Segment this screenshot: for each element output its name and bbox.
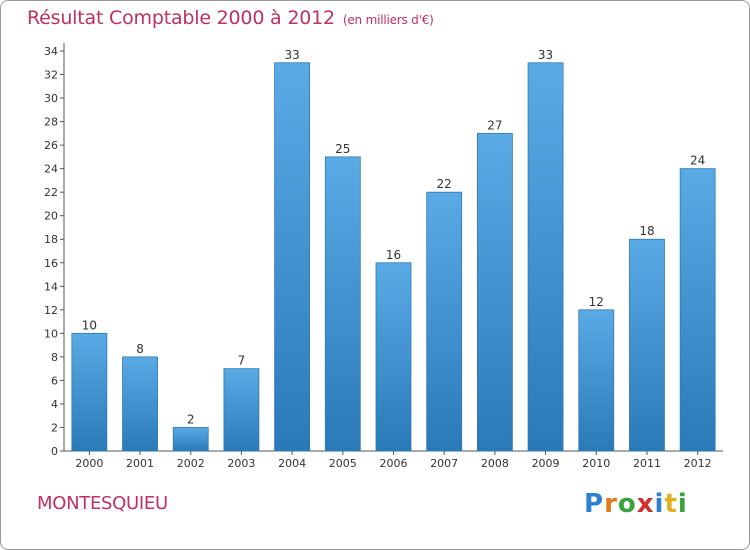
chart-title: Résultat Comptable 2000 à 2012 (en millie… [27, 7, 434, 29]
bar [223, 368, 260, 452]
bar [71, 332, 108, 452]
logo-letter: i [677, 489, 688, 519]
y-tick-label: 8 [51, 351, 58, 364]
x-tick-label: 2008 [481, 457, 509, 470]
bar [274, 62, 311, 452]
bar [122, 356, 158, 452]
bar-value-label: 7 [238, 354, 246, 368]
y-tick-label: 16 [44, 257, 58, 270]
logo-letter: i [654, 489, 665, 519]
bar-value-label: 33 [284, 48, 299, 62]
y-tick-label: 28 [44, 116, 58, 129]
y-tick-label: 34 [44, 45, 58, 58]
x-tick-label: 2000 [75, 457, 103, 470]
chart-title-text: Résultat Comptable 2000 à 2012 [27, 7, 335, 29]
proxiti-logo: Proxiti [584, 489, 688, 519]
x-tick-label: 2010 [582, 457, 610, 470]
x-tick-label: 2003 [227, 457, 255, 470]
y-tick-label: 20 [44, 210, 58, 223]
y-tick-label: 18 [44, 233, 58, 246]
bar-value-label: 16 [386, 248, 401, 262]
y-tick-label: 24 [44, 163, 58, 176]
x-tick-label: 2001 [126, 457, 154, 470]
x-tick-label: 2009 [532, 457, 560, 470]
y-tick-label: 12 [44, 304, 58, 317]
bar-value-label: 24 [690, 154, 705, 168]
bar-value-label: 27 [487, 118, 502, 132]
bar-value-label: 8 [136, 342, 144, 356]
bar-value-label: 2 [187, 412, 195, 426]
bar [476, 132, 513, 452]
y-tick-label: 10 [44, 327, 58, 340]
logo-letter: P [584, 489, 605, 519]
logo-letter: t [664, 489, 678, 519]
bar [375, 262, 412, 452]
bar-value-label: 33 [538, 48, 553, 62]
bar [324, 156, 361, 452]
bar [426, 191, 463, 452]
y-tick-label: 0 [51, 445, 58, 458]
bar-value-label: 25 [335, 142, 350, 156]
bar [172, 427, 209, 452]
bar-value-label: 18 [639, 224, 654, 238]
y-tick-label: 2 [51, 421, 58, 434]
bar-value-label: 10 [82, 318, 97, 332]
bar [629, 238, 665, 452]
y-tick-label: 32 [44, 69, 58, 82]
y-tick-label: 30 [44, 92, 58, 105]
x-tick-label: 2002 [177, 457, 205, 470]
x-tick-label: 2007 [430, 457, 458, 470]
y-tick-label: 26 [44, 139, 58, 152]
chart-subtitle: (en milliers d'€) [342, 13, 434, 27]
logo-letter: r [604, 489, 618, 519]
commune-name: MONTESQUIEU [37, 493, 168, 514]
bar-value-label: 22 [437, 177, 452, 191]
y-tick-label: 4 [51, 398, 58, 411]
bar [527, 62, 564, 452]
logo-letter: x [636, 489, 655, 519]
y-tick-label: 6 [51, 374, 58, 387]
logo-letter: o [617, 489, 637, 519]
x-axis: 2000 2001 2002 2003 2004 2005 2006 2007 2008 2009… [64, 450, 723, 470]
bar [679, 168, 716, 452]
y-tick-label: 14 [44, 280, 58, 293]
bar [578, 309, 615, 452]
y-tick-label: 22 [44, 186, 58, 199]
bar-value-label: 12 [589, 295, 604, 309]
x-tick-label: 2011 [633, 457, 661, 470]
x-tick-label: 2005 [329, 457, 357, 470]
x-tick-label: 2006 [380, 457, 408, 470]
x-tick-label: 2012 [684, 457, 712, 470]
bars [71, 62, 716, 452]
x-tick-label: 2004 [278, 457, 306, 470]
